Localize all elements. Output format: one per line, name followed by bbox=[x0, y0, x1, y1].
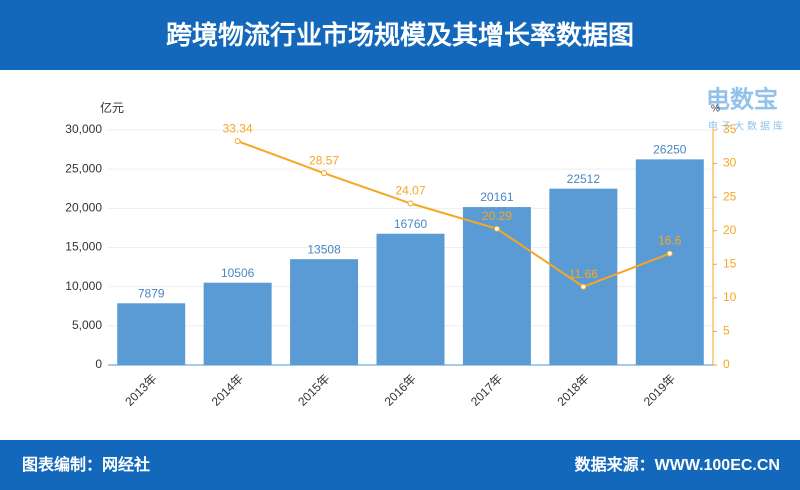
bar-label: 13508 bbox=[307, 242, 341, 256]
line-point bbox=[407, 200, 414, 207]
bar bbox=[462, 207, 531, 365]
bar-label: 16760 bbox=[394, 217, 428, 231]
y-tick-label: 5,000 bbox=[72, 318, 102, 332]
line-label: 20.29 bbox=[482, 209, 512, 223]
line bbox=[237, 140, 671, 288]
y-tick-label: 10,000 bbox=[65, 279, 102, 293]
y2-tick-label: 35 bbox=[723, 122, 737, 136]
logo-sub: 电子大数据库 bbox=[708, 120, 786, 133]
footer-left: 图表编制：网经社 bbox=[22, 455, 150, 474]
bar bbox=[549, 188, 618, 365]
bar-label: 22512 bbox=[567, 172, 601, 186]
y2-tick-label: 15 bbox=[723, 256, 737, 270]
bar bbox=[203, 282, 272, 365]
bar bbox=[376, 233, 445, 365]
y-tick-label: 20,000 bbox=[65, 201, 102, 215]
bar-label: 10506 bbox=[221, 266, 255, 280]
line-label: 24.07 bbox=[395, 184, 425, 198]
y-tick-label: 30,000 bbox=[65, 122, 102, 136]
line-point bbox=[666, 250, 673, 257]
bar bbox=[117, 303, 186, 365]
y2-tick-label: 20 bbox=[723, 223, 737, 237]
y-axis-label: 亿元 bbox=[100, 100, 124, 115]
y2-tick-label: 30 bbox=[723, 156, 737, 170]
line-label: 28.57 bbox=[309, 153, 339, 167]
line-label: 16.6 bbox=[658, 234, 682, 248]
line-label: 33.34 bbox=[223, 121, 253, 135]
footer-bar bbox=[0, 440, 800, 490]
bar bbox=[290, 259, 359, 365]
y2-tick-label: 0 bbox=[723, 357, 730, 371]
line-point bbox=[321, 170, 328, 177]
y2-tick-label: 10 bbox=[723, 290, 737, 304]
chart-title: 跨境物流行业市场规模及其增长率数据图 bbox=[166, 20, 634, 50]
y2-tick-label: 25 bbox=[723, 189, 737, 203]
line-point bbox=[493, 225, 500, 232]
y2-tick-label: 5 bbox=[723, 324, 730, 338]
footer-right: 数据来源：WWW.100EC.CN bbox=[575, 455, 780, 474]
header-bar bbox=[0, 0, 800, 70]
logo: 电数宝 bbox=[706, 85, 778, 113]
line-point bbox=[234, 138, 241, 145]
bar-label: 26250 bbox=[653, 143, 687, 157]
y-tick-label: 25,000 bbox=[65, 161, 102, 175]
y-tick-label: 15,000 bbox=[65, 240, 102, 254]
bar-label: 20161 bbox=[480, 190, 514, 204]
line-label: 11.66 bbox=[569, 267, 598, 281]
y2-axis-label: % bbox=[711, 104, 720, 115]
bar-label: 7879 bbox=[138, 286, 165, 300]
y-tick-label: 0 bbox=[95, 357, 102, 371]
line-point bbox=[580, 283, 587, 290]
